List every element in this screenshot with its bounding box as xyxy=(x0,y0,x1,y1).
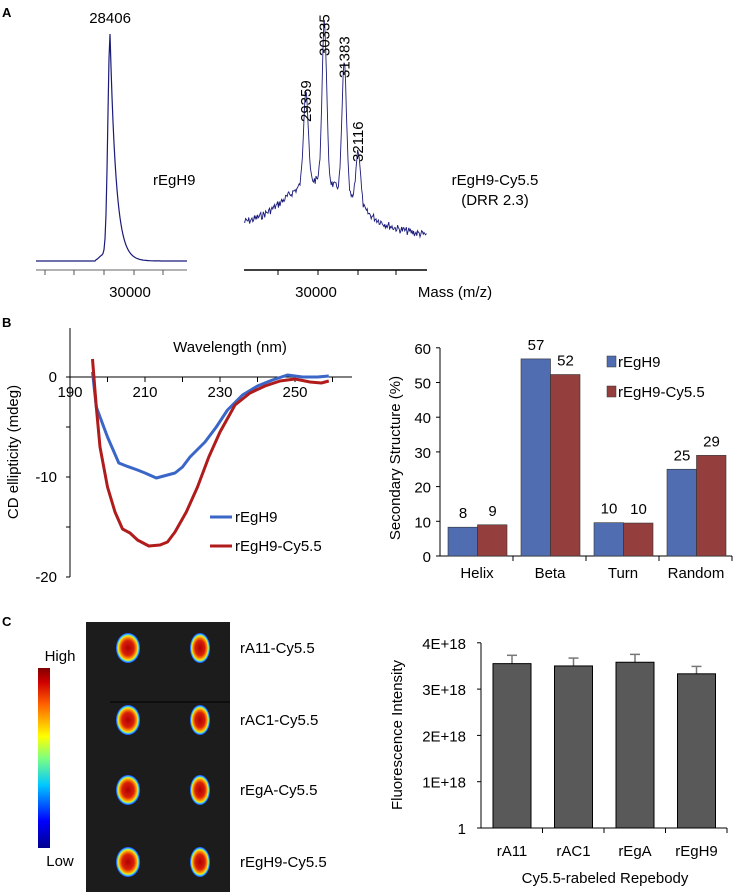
x-tick-label: 210 xyxy=(132,384,157,401)
x-tick-label: rEgA xyxy=(618,843,651,860)
x-axis-title: Wavelength (nm) xyxy=(173,339,287,356)
spectrum-line xyxy=(243,19,427,239)
sample-label: rA11-Cy5.5 xyxy=(240,640,315,657)
y-tick-label: 1 xyxy=(458,821,466,838)
peak-label: 31383 xyxy=(336,36,353,78)
spectrum-label: rEgH9 xyxy=(153,172,196,189)
data-label: 8 xyxy=(459,505,467,522)
organ-sample xyxy=(116,775,140,805)
fluorescence-imaging: High Low rA11-Cy5.5 rAC1-Cy5.5 rEgA-Cy5.5 r… xyxy=(38,622,327,892)
x-tick-label: rEgH9 xyxy=(675,843,718,860)
peak-label: 28406 xyxy=(89,10,131,27)
panel-label-a: A xyxy=(2,5,12,20)
mass-spectrum-rEgH9-Cy5.5: rEgH9-Cy5.5 (DRR 2.3) 30000 Mass (m/z) 2… xyxy=(243,14,539,301)
legend-label-rEgH9-Cy5.5: rEgH9-Cy5.5 xyxy=(618,384,705,401)
bar-rA11 xyxy=(492,663,532,829)
x-tick-label: 230 xyxy=(207,384,232,401)
organ-sample xyxy=(190,633,210,663)
bar-rEgH9-Random xyxy=(666,468,697,557)
x-tick-label: 30000 xyxy=(295,284,337,301)
data-label: 10 xyxy=(601,501,618,518)
peak-label: 32116 xyxy=(350,121,367,162)
y-tick-label: 3E+18 xyxy=(422,682,466,699)
spectrum-label: rEgH9-Cy5.5 xyxy=(452,172,539,189)
organ-sample xyxy=(116,705,140,735)
organ-sample xyxy=(116,633,140,663)
y-tick-label: 50 xyxy=(414,376,431,393)
data-label: 9 xyxy=(488,503,496,520)
spectrum-sublabel: (DRR 2.3) xyxy=(461,192,529,209)
x-tick-label: Turn xyxy=(608,565,638,582)
panel-label-c: C xyxy=(2,614,12,629)
data-label: 57 xyxy=(528,337,545,354)
x-axis-title: Cy5.5-rabeled Repebody xyxy=(522,870,689,887)
y-tick-label: -10 xyxy=(35,469,57,486)
legend-label-rEgH9-Cy5.5: rEgH9-Cy5.5 xyxy=(235,538,322,555)
y-tick-label: 0 xyxy=(49,369,57,386)
secondary-structure-chart: Secondary Structure (%) rEgH9 rEgH9-Cy5.… xyxy=(387,337,733,582)
bar-rEgH9-Cy5.5-Turn xyxy=(623,522,654,557)
y-axis-title: Fluorescence Intensity xyxy=(389,659,406,810)
sample-label: rEgH9-Cy5.5 xyxy=(240,854,327,871)
series-line-rEgH9 xyxy=(91,371,329,480)
bar-rEgH9 xyxy=(677,673,716,829)
y-axis-title: Secondary Structure (%) xyxy=(387,376,404,540)
data-label: 10 xyxy=(630,501,647,518)
y-tick-label: 30 xyxy=(414,445,431,462)
legend-swatch-rEgH9 xyxy=(606,355,617,368)
x-tick-label: 190 xyxy=(57,384,82,401)
cd-spectrum-chart: Wavelength (nm) CD ellipticity (mdeg) rE… xyxy=(5,328,352,586)
x-tick-label: 250 xyxy=(282,384,307,401)
scale-low-label: Low xyxy=(46,853,74,870)
x-tick-label: 30000 xyxy=(109,284,151,301)
peak-label: 30335 xyxy=(316,14,333,56)
data-label: 29 xyxy=(703,433,720,450)
fluorescence-intensity-chart: Fluorescence Intensity Cy5.5-rabeled Rep… xyxy=(389,636,728,887)
panel-label-b: B xyxy=(2,315,11,330)
y-tick-label: 0 xyxy=(423,549,431,566)
y-axis-title: CD ellipticity (mdeg) xyxy=(5,385,22,519)
bar-rEgH9-Cy5.5-Beta xyxy=(550,374,581,557)
legend-label-rEgH9: rEgH9 xyxy=(618,354,661,371)
peak-label: 29359 xyxy=(298,80,315,122)
organ-image xyxy=(86,622,230,892)
series-line-rEgH9-Cy5.5 xyxy=(91,358,330,548)
y-tick-label: 40 xyxy=(414,410,431,427)
bar-rEgH9-Cy5.5-Random xyxy=(696,455,727,557)
scale-high-label: High xyxy=(45,648,76,665)
bar-rEgA xyxy=(615,661,655,829)
y-tick-label: 20 xyxy=(414,480,431,497)
bar-rAC1 xyxy=(554,665,593,829)
y-tick-label: 60 xyxy=(414,341,431,358)
spectrum-line xyxy=(36,33,187,262)
y-tick-label: 10 xyxy=(414,514,431,531)
bar-rEgH9-Beta xyxy=(520,358,551,557)
y-tick-label: 2E+18 xyxy=(422,728,466,745)
x-axis-title: Mass (m/z) xyxy=(418,284,492,301)
data-label: 25 xyxy=(674,447,691,464)
x-tick-label: Helix xyxy=(460,565,494,582)
y-tick-label: -20 xyxy=(35,569,57,586)
color-scale-bar xyxy=(38,668,50,848)
organ-sample xyxy=(116,847,140,877)
bar-rEgH9-Cy5.5-Helix xyxy=(477,524,508,557)
sample-label: rAC1-Cy5.5 xyxy=(240,712,318,729)
organ-sample xyxy=(190,847,210,877)
data-label: 52 xyxy=(557,353,574,370)
x-tick-label: rA11 xyxy=(497,843,528,860)
mass-spectrum-rEgH9: rEgH9 30000 28406 xyxy=(36,10,196,301)
bar-rEgH9-Helix xyxy=(447,526,478,557)
legend-swatch-rEgH9-Cy5.5 xyxy=(606,385,617,398)
x-tick-label: rAC1 xyxy=(556,843,590,860)
organ-sample xyxy=(190,775,210,805)
x-tick-label: Beta xyxy=(535,565,567,582)
bar-rEgH9-Turn xyxy=(593,522,624,557)
y-tick-label: 4E+18 xyxy=(422,636,466,653)
y-tick-label: 1E+18 xyxy=(422,775,466,792)
legend-label-rEgH9: rEgH9 xyxy=(235,509,278,526)
sample-label: rEgA-Cy5.5 xyxy=(240,782,318,799)
x-tick-label: Random xyxy=(668,565,725,582)
organ-sample xyxy=(190,705,210,735)
